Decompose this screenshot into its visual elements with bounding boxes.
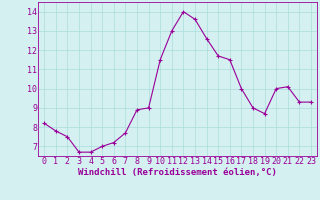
X-axis label: Windchill (Refroidissement éolien,°C): Windchill (Refroidissement éolien,°C) [78, 168, 277, 177]
